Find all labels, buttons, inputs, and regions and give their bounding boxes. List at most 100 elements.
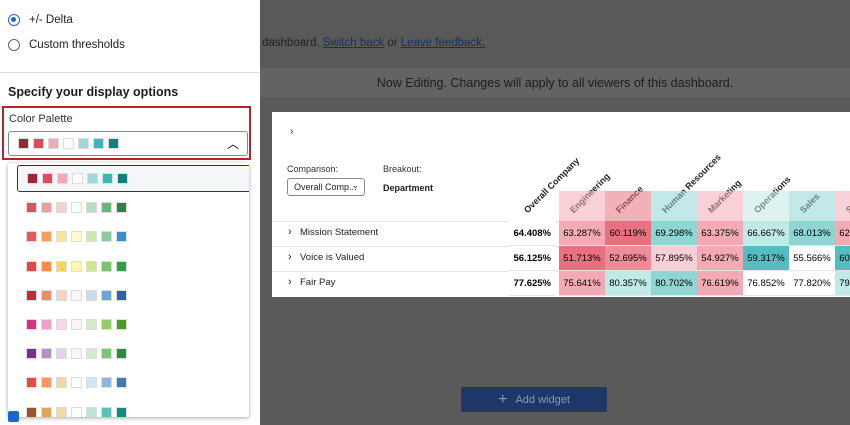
palette-option[interactable] bbox=[17, 311, 249, 338]
swatch bbox=[41, 348, 52, 360]
palette-option[interactable] bbox=[17, 399, 249, 417]
row-label: Voice is Valued bbox=[300, 252, 365, 263]
column-header-bg bbox=[559, 191, 605, 221]
swatch bbox=[71, 231, 82, 243]
palette-option[interactable] bbox=[17, 165, 249, 192]
banner-or: or bbox=[387, 37, 398, 49]
checkbox[interactable] bbox=[8, 411, 19, 422]
chevron-up: ︿ bbox=[226, 137, 239, 151]
heat-cell: 60.849% bbox=[835, 246, 850, 271]
swatch bbox=[86, 260, 97, 272]
swatch bbox=[56, 319, 67, 330]
palette-option[interactable] bbox=[17, 340, 249, 367]
swatch bbox=[56, 202, 67, 214]
heat-cell: 66.667% bbox=[743, 221, 789, 246]
swatch bbox=[41, 406, 52, 417]
swatch bbox=[42, 173, 53, 184]
swatch bbox=[116, 348, 127, 360]
swatch bbox=[86, 406, 97, 417]
palette-dropdown[interactable]: ︿ bbox=[8, 131, 248, 156]
highlight-box bbox=[2, 106, 251, 160]
palette-option[interactable] bbox=[17, 282, 249, 309]
swatch bbox=[56, 260, 67, 272]
swatch bbox=[101, 260, 112, 272]
swatch bbox=[71, 377, 82, 389]
comparison-value: Overall Comp... bbox=[294, 182, 357, 192]
plus-icon: + bbox=[498, 390, 508, 408]
palette-list bbox=[8, 163, 249, 417]
heat-cell: 52.695% bbox=[605, 246, 651, 271]
heat-cell: 76.852% bbox=[743, 271, 789, 296]
column-header-bg bbox=[789, 191, 835, 221]
breakout-value: Department bbox=[383, 183, 434, 193]
swatch bbox=[101, 231, 112, 243]
radio-dot bbox=[11, 17, 16, 22]
radio-selected[interactable] bbox=[8, 14, 20, 26]
radio-label[interactable]: Custom thresholds bbox=[29, 39, 125, 51]
section-title: Specify your display options bbox=[8, 85, 179, 99]
swatch bbox=[41, 231, 52, 243]
heat-cell: 56.125% bbox=[509, 246, 555, 271]
dropdown-chevron: ⌄ bbox=[351, 180, 359, 190]
swatch bbox=[71, 406, 82, 417]
row-label: Mission Statement bbox=[300, 227, 379, 238]
swatch bbox=[48, 138, 59, 149]
swatch bbox=[26, 289, 37, 301]
palette-option[interactable] bbox=[17, 223, 249, 250]
swatch bbox=[56, 231, 67, 243]
expand-chevron[interactable]: › bbox=[290, 126, 294, 137]
switch-back-link[interactable]: Switch back bbox=[322, 37, 385, 49]
heat-cell: 75.641% bbox=[559, 271, 605, 296]
feedback-link[interactable]: Leave feedback. bbox=[400, 37, 486, 49]
swatch bbox=[86, 348, 97, 360]
palette-option[interactable] bbox=[17, 194, 249, 221]
swatch bbox=[101, 202, 112, 214]
heat-cell: 57.895% bbox=[651, 246, 697, 271]
add-widget-button[interactable]: + Add widget bbox=[461, 387, 607, 412]
swatch bbox=[86, 319, 97, 330]
comparison-label: Comparison: bbox=[287, 164, 339, 174]
palette-option[interactable] bbox=[17, 369, 249, 396]
heat-cell: 51.713% bbox=[559, 246, 605, 271]
comparison-dropdown[interactable]: Overall Comp... ⌄ bbox=[287, 178, 365, 196]
breakout-label: Breakout: bbox=[383, 164, 422, 174]
heat-cell: 80.357% bbox=[605, 271, 651, 296]
swatch bbox=[71, 348, 82, 360]
row-chevron[interactable]: › bbox=[288, 251, 292, 263]
heat-cell: 76.619% bbox=[697, 271, 743, 296]
swatch bbox=[101, 289, 112, 301]
radio-label[interactable]: +/- Delta bbox=[29, 14, 73, 26]
swatch bbox=[116, 406, 127, 417]
swatch bbox=[71, 260, 82, 272]
swatch bbox=[101, 348, 112, 360]
swatch bbox=[41, 202, 52, 214]
swatch bbox=[26, 202, 37, 214]
swatch bbox=[41, 260, 52, 272]
palette-option[interactable] bbox=[17, 253, 249, 280]
heat-cell: 79.524% bbox=[835, 271, 850, 296]
row-chevron[interactable]: › bbox=[288, 226, 292, 238]
swatch bbox=[57, 173, 68, 184]
heat-cell: 77.625% bbox=[509, 271, 555, 296]
row-label: Fair Pay bbox=[300, 277, 336, 288]
swatch bbox=[26, 319, 37, 330]
swatch bbox=[56, 289, 67, 301]
edit-bar: Now Editing. Changes will apply to all v… bbox=[260, 68, 850, 97]
heat-cell: 55.566% bbox=[789, 246, 835, 271]
swatch bbox=[116, 202, 127, 214]
heat-cell: 63.287% bbox=[559, 221, 605, 246]
heat-cell: 59.317% bbox=[743, 246, 789, 271]
swatch bbox=[78, 138, 89, 149]
swatch bbox=[72, 173, 83, 184]
swatch bbox=[117, 173, 128, 184]
swatch bbox=[101, 377, 112, 389]
heat-cell: 54.927% bbox=[697, 246, 743, 271]
column-header-bg bbox=[697, 191, 743, 221]
radio-unselected[interactable] bbox=[8, 39, 20, 51]
widget-card: › Comparison: Overall Comp... ⌄ Breakout:… bbox=[272, 112, 850, 297]
swatch bbox=[26, 231, 37, 243]
row-chevron[interactable]: › bbox=[288, 276, 292, 288]
swatch bbox=[41, 289, 52, 301]
swatch bbox=[93, 138, 104, 149]
